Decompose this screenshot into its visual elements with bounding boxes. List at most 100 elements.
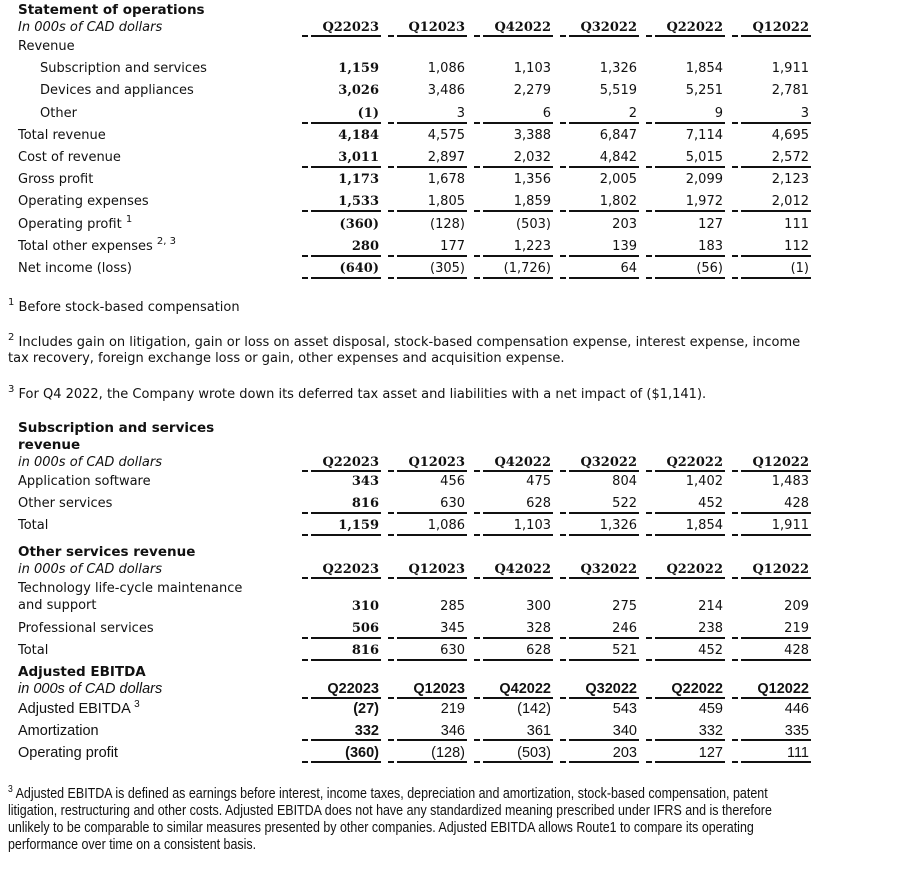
value: 3 [456, 105, 465, 121]
quarter-header: Q42022 [474, 681, 553, 699]
value: (503) [517, 745, 551, 762]
row-label: Technology life-cycle maintenance and sup… [18, 580, 242, 614]
quarter-label: Q22022 [666, 455, 723, 470]
value-cell: 1,159 [302, 515, 381, 537]
value-cell: 543 [560, 698, 638, 718]
quarter-label: Q12022 [757, 681, 809, 697]
footnote-mark: 1 [8, 297, 15, 308]
value-cell: (503) [474, 742, 553, 764]
value-cell: 459 [646, 698, 724, 718]
quarter-label: Q42022 [494, 562, 551, 577]
value: 1,854 [685, 61, 723, 77]
value-cell: 340 [560, 720, 639, 742]
value: 1,859 [513, 194, 551, 210]
row-label: Gross profit [18, 169, 93, 191]
row-label-text: Total other expenses [18, 238, 153, 254]
footnote-ref: 3 [134, 699, 140, 710]
value-cell: 280 [302, 236, 381, 257]
value-cell: 2,012 [732, 191, 811, 213]
value-cell: 6,847 [560, 125, 638, 145]
row-label-text: Gross profit [18, 172, 94, 188]
statement-of-operations-table: Statement of operations In 000s of CAD do… [18, 2, 811, 280]
value-cell: 1,483 [732, 471, 810, 491]
quarter-header: Q32022 [560, 454, 639, 472]
value-cell: 816 [302, 640, 381, 662]
row-label: Cost of revenue [18, 147, 121, 169]
value: 127 [698, 745, 723, 762]
value: 475 [526, 474, 551, 489]
quarter-header: Q22023 [302, 454, 381, 472]
value: (142) [517, 701, 551, 717]
value: 310 [351, 599, 379, 614]
row-label: Total other expenses 2, 3 [18, 236, 176, 258]
quarter-header: Q22022 [646, 681, 725, 699]
section-title: Other services revenue [18, 544, 196, 560]
value: 246 [612, 621, 637, 636]
value: 2,012 [771, 194, 809, 210]
value-cell: 219 [388, 698, 466, 718]
value: 2,572 [771, 149, 809, 165]
value: (503) [516, 216, 551, 232]
value: 139 [612, 238, 637, 254]
section-title: Statement of operations [18, 2, 205, 18]
value: 1,356 [513, 172, 551, 188]
value-cell: 2,123 [732, 169, 810, 189]
row-label-text: Subscription and services [40, 61, 207, 77]
value-cell: (1) [302, 103, 381, 124]
value: 1,103 [513, 518, 551, 534]
value-cell: 361 [474, 720, 553, 742]
value-cell: 521 [560, 640, 639, 662]
value-cell: 1,086 [388, 515, 467, 537]
value: (128) [431, 745, 465, 762]
footnote-text: Adjusted EBITDA is defined as earnings b… [8, 786, 772, 853]
value-cell: 332 [302, 720, 381, 742]
row-label: Total [18, 515, 48, 537]
value: (1) [357, 105, 379, 121]
table-row: Operating profit 1 (360) (128) (503) 203 127 1… [18, 214, 809, 236]
value: 328 [526, 621, 551, 636]
value-cell: 1,802 [560, 191, 639, 213]
row-label: Revenue [18, 36, 75, 58]
quarter-label: Q22022 [666, 562, 723, 577]
value-cell: 2,781 [732, 80, 810, 100]
value: 428 [784, 643, 809, 659]
value: 1,911 [771, 518, 809, 534]
value: 340 [612, 723, 637, 740]
value-cell: 4,842 [560, 147, 639, 168]
value-cell: (142) [474, 698, 552, 718]
value-cell: (640) [302, 258, 381, 279]
value: 4,184 [338, 127, 379, 143]
quarter-header: Q12022 [732, 19, 811, 37]
value-cell: 285 [388, 596, 466, 616]
table-row: Operating profit (360) (128) (503) 203 127 111 [18, 742, 811, 764]
quarter-label: Q22023 [322, 562, 379, 577]
value: 1,805 [427, 194, 465, 210]
row-label: Total [18, 640, 48, 662]
value-cell: 428 [732, 493, 811, 515]
value-cell: 630 [388, 493, 467, 515]
value-cell: 335 [732, 720, 811, 742]
value: (360) [345, 745, 379, 762]
value: 346 [440, 723, 465, 740]
value: (640) [339, 260, 379, 276]
value-cell: 1,103 [474, 515, 553, 537]
value-cell: 2,032 [474, 147, 553, 168]
quarter-label: Q42022 [494, 455, 551, 470]
value-cell: 112 [732, 236, 811, 257]
value-cell: 345 [388, 618, 467, 639]
unit-label: in 000s of CAD dollars [18, 681, 163, 697]
value: 1,223 [513, 238, 551, 254]
value: 2,005 [599, 172, 637, 188]
row-label-text: Application software [18, 474, 151, 489]
table-row: Amortization 332 346 361 340 332 335 [18, 720, 811, 742]
value-cell: 111 [732, 742, 811, 764]
value: 214 [698, 599, 723, 614]
value-cell: 1,678 [388, 169, 466, 189]
value-cell: 1,173 [302, 169, 380, 189]
value-cell: 3,388 [474, 125, 552, 145]
value: 343 [351, 474, 379, 489]
value-cell: 816 [302, 493, 381, 515]
value: 2,032 [513, 149, 551, 165]
quarter-header: Q12022 [732, 681, 811, 699]
quarter-header: Q12022 [732, 454, 811, 472]
